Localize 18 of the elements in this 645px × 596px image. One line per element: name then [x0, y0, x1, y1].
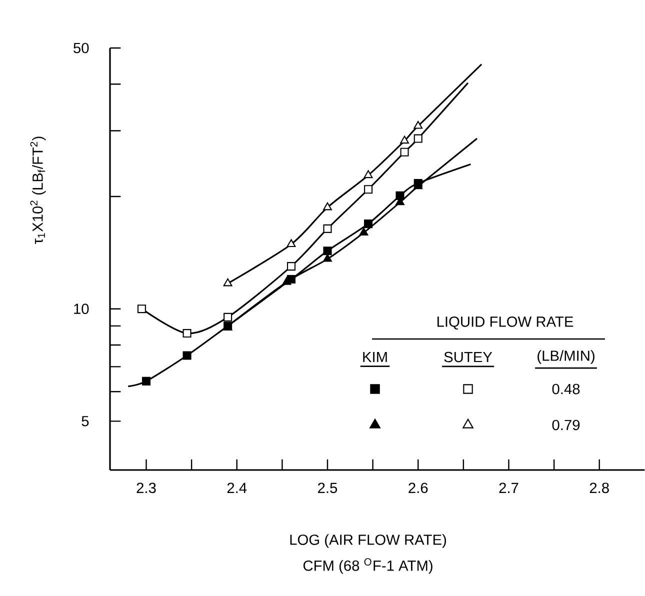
x-tick-label: 2.7 — [499, 482, 518, 493]
x-tick-label: 2.5 — [318, 482, 338, 494]
legend-title: LIQUID FLOW RATE — [438, 316, 574, 330]
y-tick-label: 5 — [82, 416, 89, 426]
x-axis-title: LOG (AIR FLOW RATE) — [290, 534, 446, 548]
x-tick-label: 2.8 — [590, 482, 609, 494]
annotation: 0.48 — [552, 384, 580, 394]
annotation: (LB/MIN) — [538, 350, 594, 364]
y-tick-label: 10 — [74, 304, 89, 314]
x-tick-label: 2.6 — [408, 482, 428, 494]
y-tick-label: 50 — [74, 42, 89, 54]
annotation: KIM — [363, 352, 387, 362]
annotation: SUTEY — [444, 352, 492, 362]
text: τ$_{1}$X10$^{2}$ (LB$_{f}$/FT$^{2}$) — [30, 136, 46, 244]
x-tick-label: 2.4 — [227, 482, 247, 493]
x-tick-label: 2.3 — [136, 482, 156, 494]
text: CFM (68 $^{O}$F-1 ATM) — [303, 558, 432, 574]
annotation: 0.79 — [552, 420, 580, 430]
